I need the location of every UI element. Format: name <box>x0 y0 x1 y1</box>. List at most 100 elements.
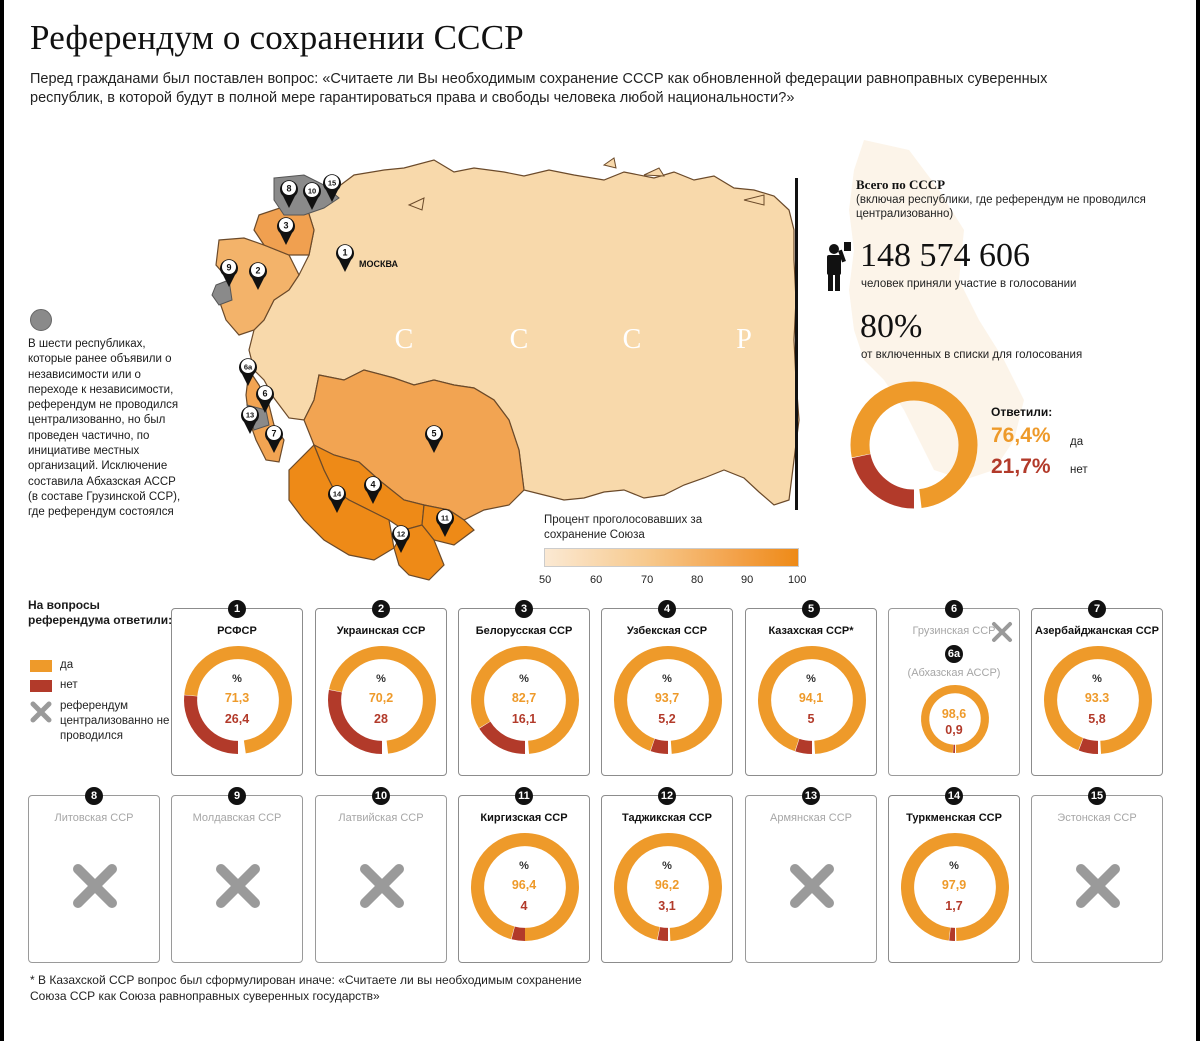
country-letter: С <box>510 324 529 355</box>
pin-number: 11 <box>441 514 449 523</box>
pin-number: 6а <box>244 363 253 372</box>
yes-value: 96,4 <box>511 878 537 892</box>
scale-tick: 50 <box>539 574 552 586</box>
card-number: 3 <box>515 600 533 618</box>
no-slice <box>1078 738 1099 754</box>
map-pin: 6а <box>239 358 257 386</box>
total-ring-chart <box>850 381 978 509</box>
person-voting-icon <box>827 242 851 291</box>
no-slice <box>650 738 669 754</box>
republic-card: 2 Украинская ССР % 70,2 28 <box>315 600 447 776</box>
arctic-islands <box>407 157 765 211</box>
republic-card: 3 Белорусская ССР % 82,7 16,1 <box>458 600 590 776</box>
republic-name: Казахская ССР* <box>768 625 854 637</box>
side-note: В шести республиках, которые ранее объяв… <box>28 338 181 519</box>
map-pin: 10 <box>302 182 322 210</box>
yes-value: 93,7 <box>654 691 680 705</box>
map-pin: 5 <box>425 425 443 453</box>
participants-number: 148 574 606 <box>860 237 1030 274</box>
donut-slices <box>1044 646 1152 754</box>
map-pin: 7 <box>265 425 284 453</box>
percent-unit: % <box>949 860 959 872</box>
map-pin: 14 <box>328 485 346 513</box>
country-letter: Р <box>736 324 752 355</box>
scale-tick: 100 <box>788 574 807 586</box>
republic-card: 4 Узбекская ССР % 93,7 5,2 <box>601 600 733 776</box>
card-number: 15 <box>1088 787 1106 805</box>
no-value: 0,9 <box>945 723 963 737</box>
percent-unit: % <box>1092 673 1102 685</box>
republic-card: 7 Азербайджанская ССР % 93.3 5,8 <box>1031 600 1163 776</box>
no-value: 5 <box>807 712 815 726</box>
cross-icon <box>73 864 117 908</box>
no-slice <box>511 926 526 941</box>
donut-slices <box>758 646 866 754</box>
percent-unit: % <box>519 860 529 872</box>
totals-panel: Всего по СССР (включая республики, где р… <box>856 177 1176 221</box>
yes-value: 70,2 <box>368 691 394 705</box>
yes-slice <box>850 381 978 509</box>
pin-number: 4 <box>370 480 375 490</box>
republic-name: Армянская ССР <box>770 812 852 824</box>
republic-name: Туркменская ССР <box>906 812 1002 824</box>
card-number: 7 <box>1088 600 1106 618</box>
not-held-dot-icon <box>30 309 52 331</box>
donut-slices <box>614 833 722 941</box>
donut-slices <box>471 646 579 754</box>
republic-name: Грузинская ССР <box>912 625 996 637</box>
yes-slice <box>758 646 866 754</box>
republic-name: РСФСР <box>217 625 257 637</box>
footnote: * В Казахской ССР вопрос был сформулиров… <box>30 973 582 1003</box>
yes-slice <box>471 833 579 941</box>
page-title: Референдум о сохранении СССР <box>30 18 524 57</box>
no-slice <box>657 927 669 941</box>
republic-name: Украинская ССР <box>336 625 426 637</box>
donut-chart <box>901 833 1009 941</box>
donut-chart <box>184 646 292 754</box>
legend-cross-icon <box>30 701 52 723</box>
percent-unit: % <box>662 860 672 872</box>
yes-slice <box>901 833 1009 941</box>
no-slice <box>184 695 239 754</box>
donut-slices <box>471 833 579 941</box>
pin-number: 2 <box>255 266 260 276</box>
legend-yes-swatch <box>30 660 52 672</box>
donut-slices <box>328 646 436 754</box>
republic-name: Эстонская ССР <box>1057 812 1137 824</box>
total-yes-label: да <box>1070 436 1084 448</box>
card-number: 12 <box>658 787 676 805</box>
no-value: 16,1 <box>511 712 537 726</box>
total-no-label: нет <box>1070 464 1088 476</box>
no-slice <box>479 721 526 754</box>
legend-heading: На вопросы референдума ответили: <box>28 598 173 627</box>
yes-value: 82,7 <box>511 691 537 705</box>
republic-name: Азербайджанская ССР <box>1035 625 1159 637</box>
donut-chart <box>614 646 722 754</box>
yes-value: 71,3 <box>224 691 250 705</box>
map-pin: 15 <box>322 174 341 202</box>
yes-slice <box>614 646 722 754</box>
map-pin: 6 <box>256 385 274 413</box>
cross-icon <box>360 864 404 908</box>
legend-no-swatch <box>30 680 52 692</box>
donut-chart <box>471 646 579 754</box>
no-value: 28 <box>374 712 388 726</box>
yes-slice <box>921 685 989 753</box>
pin-number: 13 <box>246 411 254 420</box>
republic-card: 6 Грузинская ССР 6а (Абхазская АССР) 98,… <box>888 600 1020 776</box>
donut-slices <box>184 646 292 754</box>
legend-no-label: нет <box>60 679 78 691</box>
republic-card: 13 Армянская ССР <box>745 787 877 963</box>
card-number: 2 <box>372 600 390 618</box>
pin-number: 1 <box>342 248 347 258</box>
republic-name: Киргизская ССР <box>480 812 568 824</box>
map-pin: 13 <box>240 406 259 434</box>
republic-name: Молдавская ССР <box>192 812 282 824</box>
yes-value: 94,1 <box>798 691 824 705</box>
yes-value: 98,6 <box>941 707 967 721</box>
yes-slice <box>614 833 722 941</box>
yes-slice <box>184 646 292 754</box>
turnout-label: от включенных в списки для голосования <box>861 349 1083 361</box>
